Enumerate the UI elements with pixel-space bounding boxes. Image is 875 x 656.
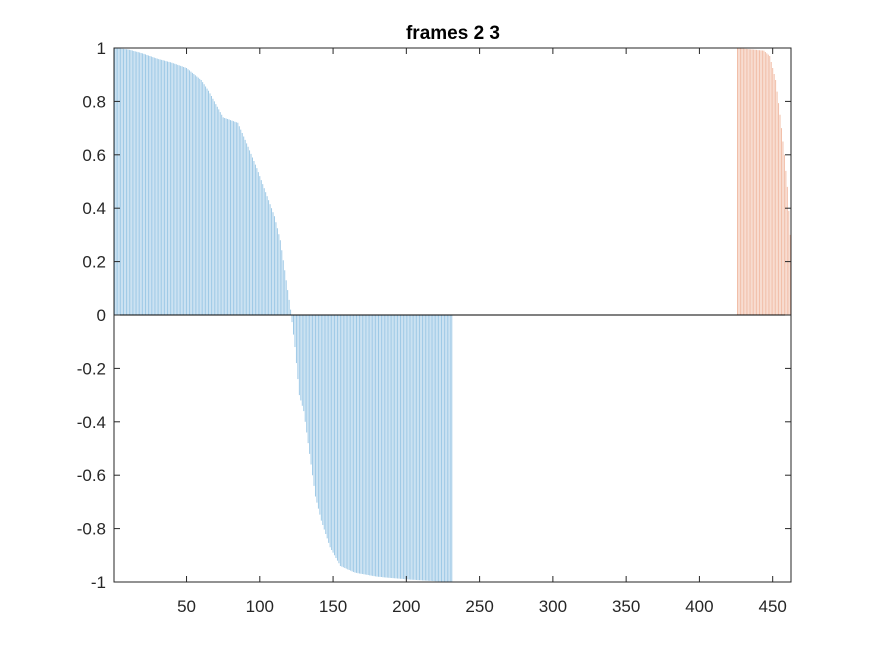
x-tick-label: 450 [758, 597, 786, 616]
x-tick-label: 350 [612, 597, 640, 616]
x-tick-label: 300 [539, 597, 567, 616]
series-1 [114, 48, 453, 582]
series-2 [737, 48, 791, 315]
y-tick-label: -1 [91, 573, 106, 592]
y-tick-label: 0.6 [82, 146, 106, 165]
x-tick-label: 100 [246, 597, 274, 616]
y-tick-label: 0.2 [82, 253, 106, 272]
x-tick-label: 50 [177, 597, 196, 616]
x-tick-label: 200 [392, 597, 420, 616]
y-tick-label: 1 [97, 39, 106, 58]
x-tick-label: 400 [685, 597, 713, 616]
x-tick-label: 150 [319, 597, 347, 616]
plot-area: 50 100 150 200 250 300 350 400 450 -1 -0.8 -0.6 -0.4… [77, 39, 792, 616]
y-tick-label: 0.4 [82, 199, 106, 218]
y-tick-label: 0 [97, 306, 106, 325]
y-tick-label: -0.6 [77, 466, 106, 485]
y-tick-label: 0.8 [82, 92, 106, 111]
y-tick-label: -0.2 [77, 359, 106, 378]
x-tick-label: 250 [465, 597, 493, 616]
chart-title: frames 2 3 [406, 23, 500, 44]
y-tick-label: -0.4 [77, 413, 106, 432]
y-tick-label: -0.8 [77, 520, 106, 539]
